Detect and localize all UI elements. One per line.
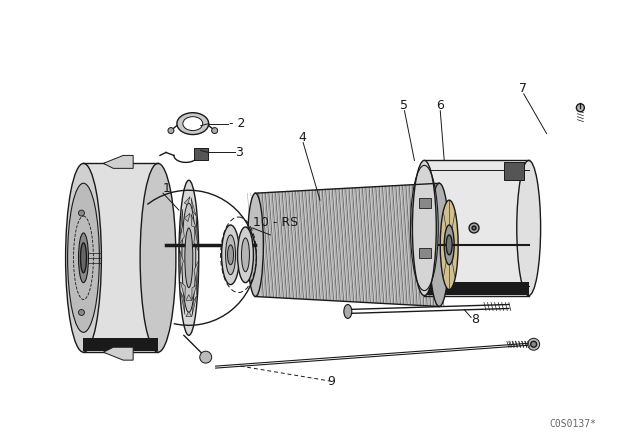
Ellipse shape bbox=[429, 183, 449, 306]
Polygon shape bbox=[179, 248, 183, 275]
Ellipse shape bbox=[79, 233, 88, 283]
Polygon shape bbox=[192, 285, 196, 300]
Ellipse shape bbox=[516, 160, 541, 296]
Text: 5: 5 bbox=[399, 99, 408, 112]
Ellipse shape bbox=[237, 227, 253, 283]
Ellipse shape bbox=[168, 128, 174, 134]
Ellipse shape bbox=[472, 226, 476, 230]
Polygon shape bbox=[103, 347, 133, 360]
Text: C0S0137*: C0S0137* bbox=[549, 419, 596, 429]
Ellipse shape bbox=[68, 183, 99, 332]
Ellipse shape bbox=[79, 210, 84, 216]
Polygon shape bbox=[184, 197, 190, 205]
Polygon shape bbox=[186, 311, 192, 317]
Ellipse shape bbox=[65, 164, 101, 352]
Ellipse shape bbox=[182, 203, 196, 312]
Polygon shape bbox=[191, 214, 196, 228]
Ellipse shape bbox=[444, 225, 454, 265]
Polygon shape bbox=[192, 296, 196, 316]
Polygon shape bbox=[194, 228, 198, 252]
Text: 10 - RS: 10 - RS bbox=[253, 215, 298, 228]
Text: 7: 7 bbox=[519, 82, 527, 95]
Bar bbox=[83, 338, 158, 351]
Polygon shape bbox=[184, 213, 190, 222]
Text: 3: 3 bbox=[236, 146, 243, 159]
Text: 1: 1 bbox=[163, 182, 171, 195]
Bar bbox=[83, 164, 158, 352]
Bar bbox=[504, 162, 524, 180]
Bar bbox=[424, 160, 529, 296]
Ellipse shape bbox=[577, 104, 584, 112]
Ellipse shape bbox=[185, 228, 193, 288]
Text: 4: 4 bbox=[298, 131, 306, 144]
Ellipse shape bbox=[440, 200, 458, 289]
Text: 6: 6 bbox=[436, 99, 444, 112]
Polygon shape bbox=[255, 183, 439, 306]
Ellipse shape bbox=[221, 225, 239, 284]
Polygon shape bbox=[179, 245, 180, 281]
Ellipse shape bbox=[248, 193, 263, 297]
Ellipse shape bbox=[446, 235, 452, 255]
Polygon shape bbox=[194, 148, 208, 160]
Ellipse shape bbox=[528, 338, 540, 350]
Ellipse shape bbox=[177, 113, 209, 134]
Text: - 2: - 2 bbox=[228, 117, 245, 130]
Polygon shape bbox=[179, 223, 184, 244]
Polygon shape bbox=[179, 209, 183, 239]
Bar bbox=[419, 248, 431, 258]
Polygon shape bbox=[180, 291, 185, 314]
Bar bbox=[419, 198, 431, 208]
Ellipse shape bbox=[81, 243, 86, 273]
Ellipse shape bbox=[183, 116, 203, 130]
Polygon shape bbox=[191, 198, 196, 216]
Ellipse shape bbox=[179, 180, 199, 335]
Ellipse shape bbox=[79, 310, 84, 315]
Ellipse shape bbox=[469, 223, 479, 233]
Text: 9: 9 bbox=[327, 375, 335, 388]
Polygon shape bbox=[103, 155, 133, 168]
Ellipse shape bbox=[225, 235, 236, 275]
Polygon shape bbox=[196, 216, 198, 250]
Ellipse shape bbox=[531, 341, 537, 347]
Polygon shape bbox=[194, 260, 199, 285]
Polygon shape bbox=[180, 282, 185, 299]
Ellipse shape bbox=[200, 351, 212, 363]
Ellipse shape bbox=[140, 164, 176, 352]
Ellipse shape bbox=[212, 128, 218, 134]
Polygon shape bbox=[186, 294, 192, 301]
Text: 8: 8 bbox=[471, 313, 479, 326]
Bar bbox=[424, 282, 529, 294]
Ellipse shape bbox=[412, 160, 436, 296]
Polygon shape bbox=[196, 261, 199, 295]
Ellipse shape bbox=[241, 238, 250, 271]
Ellipse shape bbox=[228, 245, 234, 265]
Ellipse shape bbox=[344, 305, 352, 319]
